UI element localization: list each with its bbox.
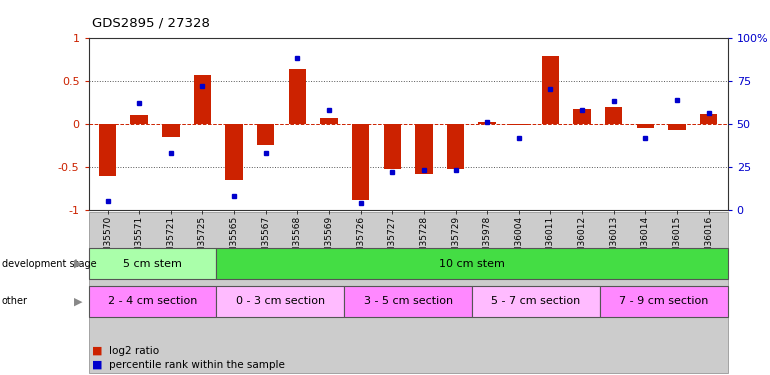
Bar: [162, 124, 179, 137]
Bar: [511, 124, 527, 126]
Text: other: other: [2, 296, 28, 306]
Text: 5 cm stem: 5 cm stem: [123, 259, 182, 269]
Bar: [257, 124, 274, 146]
Text: 3 - 5 cm section: 3 - 5 cm section: [363, 296, 453, 306]
Bar: [99, 124, 116, 176]
Text: ■: ■: [92, 360, 103, 369]
Text: percentile rank within the sample: percentile rank within the sample: [109, 360, 285, 369]
Bar: [700, 114, 718, 124]
Bar: [542, 57, 559, 124]
Bar: [447, 124, 464, 169]
Text: 10 cm stem: 10 cm stem: [439, 259, 505, 269]
Text: 5 - 7 cm section: 5 - 7 cm section: [491, 296, 581, 306]
Text: development stage: development stage: [2, 259, 96, 269]
Text: ▶: ▶: [74, 296, 82, 306]
Bar: [415, 124, 433, 174]
Text: GDS2895 / 27328: GDS2895 / 27328: [92, 17, 210, 30]
Text: 0 - 3 cm section: 0 - 3 cm section: [236, 296, 325, 306]
Bar: [130, 115, 148, 124]
Bar: [637, 124, 654, 128]
Text: 2 - 4 cm section: 2 - 4 cm section: [108, 296, 197, 306]
Bar: [194, 75, 211, 124]
Text: ▶: ▶: [74, 259, 82, 269]
Bar: [352, 124, 370, 200]
Bar: [289, 69, 306, 124]
Text: log2 ratio: log2 ratio: [109, 346, 159, 355]
Bar: [605, 106, 622, 124]
Bar: [383, 124, 401, 170]
Bar: [226, 124, 243, 180]
Text: 7 - 9 cm section: 7 - 9 cm section: [619, 296, 708, 306]
Bar: [478, 122, 496, 124]
Bar: [320, 118, 338, 124]
Bar: [668, 124, 686, 130]
Text: ■: ■: [92, 346, 103, 355]
Bar: [574, 109, 591, 124]
